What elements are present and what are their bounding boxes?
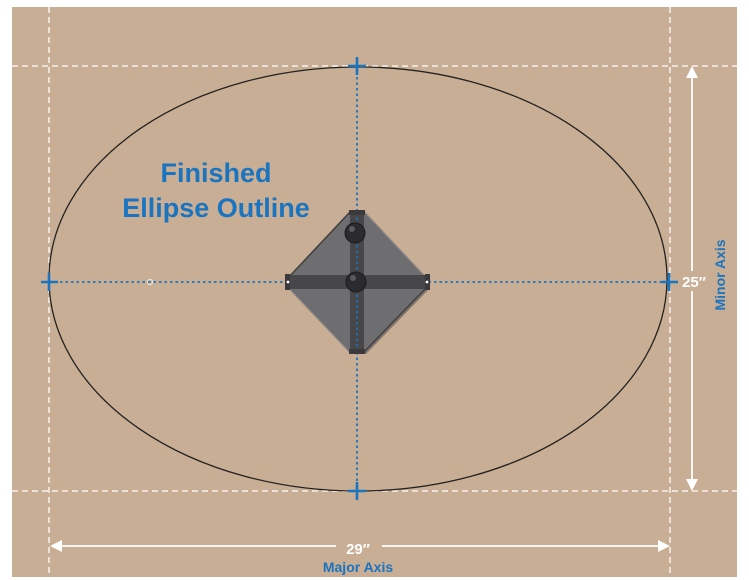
major-measure-bg [336, 538, 382, 555]
trammel-jig-icon [285, 210, 430, 354]
major-axis-label: Major Axis [323, 559, 393, 575]
major-axis-measurement: 29″ [346, 541, 370, 558]
plus-icon [348, 482, 366, 500]
plus-icon [41, 273, 58, 291]
trammel-pivot-highlight [349, 226, 355, 232]
trammel-pivot-center [345, 271, 367, 293]
trammel-pivot-highlight [350, 275, 356, 281]
minor-axis-measurement: 25″ [682, 274, 706, 291]
plus-icon-markers [41, 57, 678, 500]
title-line-1: Finished [160, 158, 271, 188]
trammel-track-dot [286, 280, 290, 284]
minor-axis-label: Minor Axis [712, 239, 728, 310]
trammel-track-end [349, 210, 365, 215]
small-mark-icon [146, 278, 154, 286]
title-line-2: Ellipse Outline [122, 193, 310, 223]
trammel-track-dot [425, 280, 429, 284]
plus-icon [348, 57, 366, 75]
arrow-head-down-icon [686, 479, 698, 491]
plus-icon [661, 273, 678, 291]
trammel-diamond-edge [286, 285, 351, 353]
trammel-track-end [349, 349, 365, 354]
arrow-head-left-icon [50, 540, 62, 552]
arrow-head-right-icon [658, 540, 670, 552]
arrow-head-up-icon [686, 66, 698, 78]
minor-measure-bg [678, 271, 712, 291]
trammel-diamond-edge [363, 211, 429, 281]
trammel-pivot-top [344, 222, 366, 244]
